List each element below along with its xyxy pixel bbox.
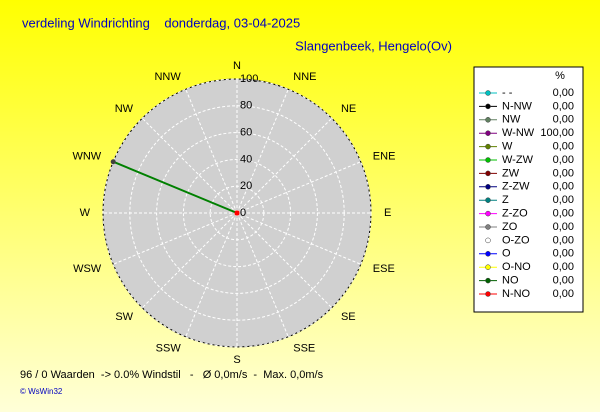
r-tick-label: 80 — [240, 100, 252, 112]
legend-marker — [485, 277, 491, 284]
legend-title: % — [555, 70, 565, 82]
legend-marker — [485, 197, 491, 203]
legend-label: N-NW — [502, 100, 533, 112]
legend-label: N-NO — [502, 288, 531, 300]
legend-label: Z-ZW — [502, 181, 530, 193]
grid-ring — [182, 158, 292, 268]
direction-label: WSW — [73, 263, 102, 275]
direction-label: SW — [115, 311, 133, 323]
spoke — [236, 212, 333, 309]
legend-marker — [485, 157, 491, 163]
legend-marker — [485, 224, 491, 230]
legend-marker — [485, 170, 491, 177]
legend-label: O — [502, 248, 511, 260]
direction-label: SE — [341, 311, 356, 323]
legend-value: 0,00 — [553, 234, 574, 246]
spoke — [113, 212, 238, 265]
legend-value: 100,00 — [540, 127, 574, 139]
legend-label: NO — [502, 275, 519, 287]
r-tick-label: 40 — [240, 153, 252, 165]
direction-line — [112, 160, 238, 214]
legend-marker — [485, 130, 491, 136]
legend-label: - - — [502, 87, 513, 99]
footer: 96 / 0 Waarden -> 0.0% Windstil - Ø 0,0m… — [20, 369, 324, 381]
spoke — [236, 161, 361, 214]
spoke — [141, 117, 238, 214]
legend-value: 0,00 — [553, 221, 574, 233]
direction-point — [234, 210, 240, 216]
legend-marker — [485, 143, 491, 150]
legend-marker — [485, 264, 491, 270]
legend-label: W — [502, 141, 513, 153]
direction-label: E — [384, 207, 391, 219]
legend-marker — [485, 291, 491, 297]
direction-label: WNW — [72, 151, 101, 163]
spoke — [236, 212, 361, 265]
direction-label: SSE — [293, 343, 315, 355]
legend-value: 0,00 — [553, 288, 574, 300]
legend-value: 0,00 — [553, 141, 574, 153]
legend-value: 0,00 — [553, 208, 574, 220]
legend-label: O-NO — [502, 261, 531, 273]
direction-label: NW — [115, 103, 134, 115]
chart-title: verdeling Windrichting donderdag, 03-04-… — [22, 15, 300, 30]
legend-value: 0,00 — [553, 194, 574, 206]
legend-marker — [485, 210, 491, 217]
legend-value: 0,00 — [553, 261, 574, 273]
direction-label: NNW — [154, 71, 181, 83]
legend-label: Z-ZO — [502, 208, 528, 220]
legend-value: 0,00 — [553, 114, 574, 126]
legend-marker — [485, 103, 491, 110]
grid-ring — [102, 78, 372, 348]
direction-label: N — [233, 60, 241, 72]
legend-label: O-ZO — [502, 234, 530, 246]
legend-value: 0,00 — [553, 248, 574, 260]
direction-label: W — [80, 207, 91, 219]
spoke — [141, 212, 238, 309]
spoke — [185, 212, 238, 337]
legend-value: 0,00 — [553, 181, 574, 193]
legend-value: 0,00 — [553, 154, 574, 166]
r-tick-label: 20 — [240, 180, 252, 192]
legend-label: ZW — [502, 167, 520, 179]
direction-label: SSW — [156, 343, 182, 355]
legend-label: W-NW — [502, 127, 535, 139]
spoke — [236, 117, 333, 214]
spoke — [236, 89, 289, 214]
chart-subtitle: Slangenbeek, Hengelo(Ov) — [295, 38, 452, 53]
r-tick-label: 100 — [240, 73, 258, 85]
legend-marker — [485, 251, 491, 257]
legend-label: ZO — [502, 221, 518, 233]
legend-marker — [485, 237, 491, 244]
r-tick-label: 0 — [240, 207, 246, 219]
legend-value: 0,00 — [553, 100, 574, 112]
direction-label: NE — [341, 103, 356, 115]
direction-label: S — [233, 354, 240, 366]
legend-marker — [485, 90, 491, 96]
legend-label: W-ZW — [502, 154, 534, 166]
r-tick-label: 60 — [240, 127, 252, 139]
legend-box — [473, 66, 584, 313]
legend-value: 0,00 — [553, 275, 574, 287]
legend-label: NW — [502, 114, 521, 126]
legend-marker — [485, 184, 491, 190]
legend-value: 0,00 — [553, 87, 574, 99]
legend-value: 0,00 — [553, 167, 574, 179]
spoke — [185, 89, 238, 214]
spoke — [236, 212, 289, 337]
direction-point — [110, 159, 116, 165]
legend-marker — [485, 117, 491, 123]
direction-label: ENE — [373, 151, 396, 163]
credit: © WsWin32 — [20, 387, 63, 396]
legend-label: Z — [502, 194, 509, 206]
direction-label: NNE — [293, 71, 316, 83]
direction-label: ESE — [373, 263, 395, 275]
